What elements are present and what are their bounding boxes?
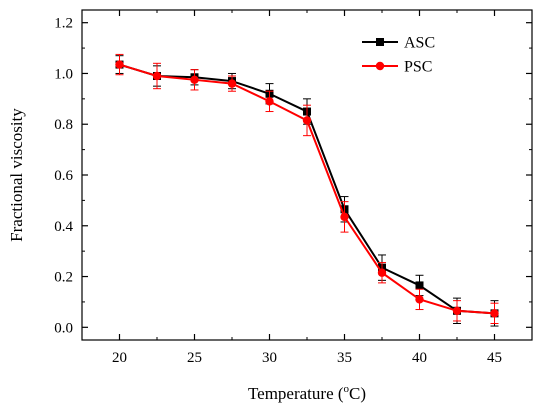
y-tick-label: 1.2: [54, 16, 73, 32]
y-tick-label: 0.4: [54, 219, 73, 235]
legend-label: PSC: [404, 59, 432, 76]
legend-marker: [375, 61, 385, 71]
x-axis-label-superscript: o: [344, 383, 350, 395]
x-axis-label: Temperature (oC): [248, 383, 366, 403]
data-point: [190, 75, 199, 85]
legend-item-psc: PSC: [362, 59, 432, 76]
x-tick-label: 40: [412, 350, 427, 366]
x-tick-label: 30: [262, 350, 277, 366]
legend-label: ASC: [404, 35, 435, 52]
series-psc: [115, 53, 499, 324]
data-point: [415, 281, 424, 290]
legend: ASC PSC: [362, 35, 435, 76]
axis-ticks: 20 25 30 35 40 45 0.0 0.2 0.4 0.6 0.8 1.0 1.2: [54, 10, 532, 366]
data-point: [490, 309, 499, 318]
legend-item-asc: ASC: [362, 35, 435, 52]
y-tick-label: 1.0: [54, 66, 73, 82]
data-point: [415, 295, 424, 304]
data-point: [115, 60, 124, 69]
y-tick-label: 0.2: [54, 270, 73, 286]
x-tick-label: 45: [487, 350, 502, 366]
data-point: [452, 306, 462, 316]
chart-marks: [115, 53, 499, 327]
x-tick-label: 20: [112, 350, 127, 366]
x-axis-label-unit: C): [349, 384, 366, 403]
legend-marker: [376, 38, 384, 46]
y-tick-label: 0.6: [54, 168, 73, 184]
data-point: [340, 212, 349, 222]
y-axis-label: Fractional viscosity: [7, 108, 26, 242]
x-axis-label-text: Temperature (: [248, 384, 344, 403]
y-tick-label: 0.8: [54, 117, 73, 133]
y-tick-label: 0.0: [54, 320, 73, 336]
data-point: [302, 116, 312, 125]
x-tick-label: 25: [187, 350, 202, 366]
data-point: [152, 71, 162, 81]
data-point: [227, 79, 237, 88]
data-point: [377, 268, 387, 277]
series-asc: [115, 55, 499, 327]
x-tick-label: 35: [337, 350, 352, 366]
data-point: [265, 97, 274, 106]
plot-frame: [81, 9, 533, 341]
